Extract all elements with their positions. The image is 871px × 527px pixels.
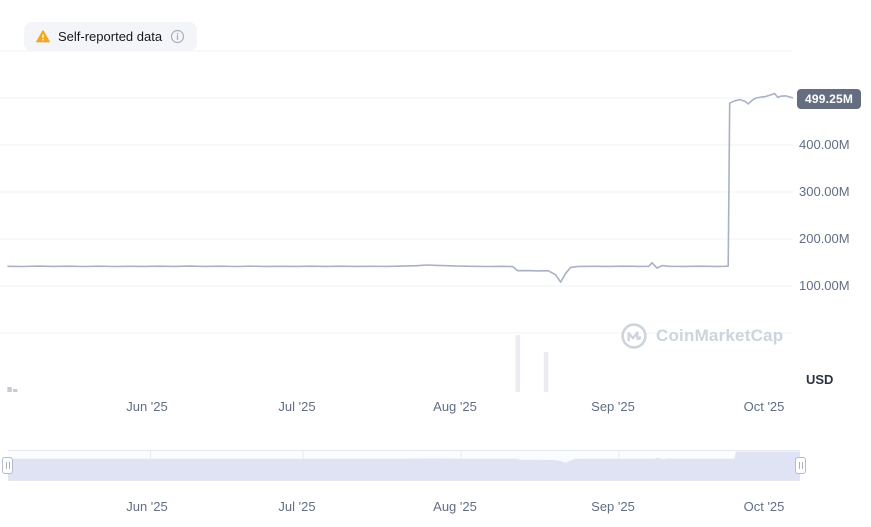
info-icon[interactable] [170,29,185,44]
x-tick-jul: Jul '25 [278,399,316,414]
chart-plot-svg[interactable] [0,0,793,400]
y-tick-200m: 200.00M [799,231,850,246]
x-tick-oct: Oct '25 [743,399,785,414]
x-tick-sep: Sep '25 [591,399,635,414]
nav-tick-jun: Jun '25 [126,499,168,514]
x-tick-aug: Aug '25 [433,399,477,414]
y-tick-100m: 100.00M [799,278,850,293]
current-value-badge: 499.25M [797,89,862,109]
range-navigator[interactable] [2,450,806,481]
nav-tick-sep: Sep '25 [591,499,635,514]
navigator-area-svg [8,451,800,480]
self-reported-badge: Self-reported data [24,22,198,51]
self-reported-label: Self-reported data [58,29,163,44]
navigator-left-handle[interactable] [2,457,13,474]
handle-grip [801,462,803,469]
y-tick-400m: 400.00M [799,137,850,152]
watermark-text: CoinMarketCap [656,326,784,345]
x-tick-jun: Jun '25 [126,399,168,414]
handle-grip [8,462,10,469]
coinmarketcap-logo-icon [621,323,647,349]
y-tick-300m: 300.00M [799,184,850,199]
y-axis-unit: USD [806,372,834,387]
nav-tick-oct: Oct '25 [743,499,785,514]
coinmarketcap-watermark: CoinMarketCap [620,322,783,350]
warning-triangle-icon [36,30,50,43]
handle-grip [5,462,7,469]
nav-tick-aug: Aug '25 [433,499,477,514]
nav-tick-jul: Jul '25 [278,499,316,514]
handle-grip [798,462,800,469]
navigator-right-handle[interactable] [795,457,806,474]
